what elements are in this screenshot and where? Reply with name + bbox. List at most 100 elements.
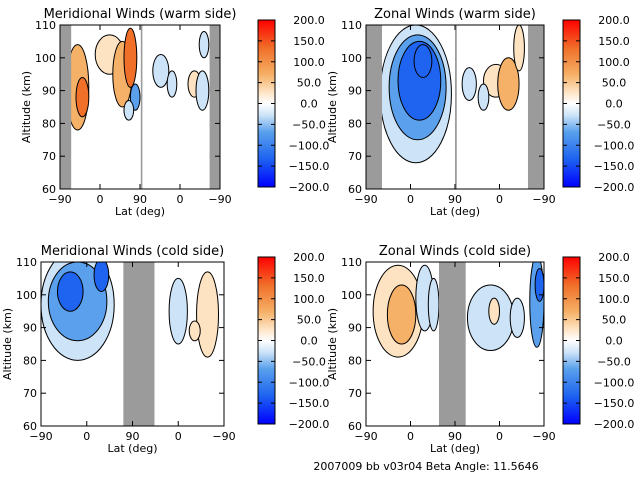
colorbar-tick-label: 0.0 [300, 98, 318, 111]
colorbar-tick-label: −200.0 [594, 181, 635, 194]
colorbar-tick-label: 150.0 [598, 35, 630, 48]
plot-area [41, 262, 224, 426]
y-tick-label: 100 [35, 52, 56, 65]
y-tick-label: 80 [348, 354, 362, 367]
y-tick-label: 100 [16, 289, 37, 302]
colorbar-tick-label: 0.0 [605, 98, 623, 111]
colorbar-tick-label: 150.0 [598, 272, 630, 285]
colorbar-tick-label: −100.0 [289, 376, 330, 389]
chart-panel-meridional-cold: Meridional Winds (cold side) 110 100 90 80 70… [1, 244, 329, 455]
y-tick-label: 70 [42, 150, 56, 163]
y-tick-label: 70 [348, 387, 362, 400]
contour-region-8 [534, 268, 544, 302]
chart-panel-zonal-cold: Zonal Winds (cold side)11010090807060−90… [326, 244, 634, 455]
y-tick-label: 110 [16, 256, 37, 269]
y-tick-label: 80 [23, 354, 37, 367]
contour-region-4 [413, 44, 433, 78]
colorbar-tick-label: 200.0 [598, 251, 630, 264]
y-tick-label: 60 [42, 183, 56, 196]
contour-region-9 [477, 83, 490, 111]
x-tick-label: −90 [212, 430, 235, 443]
colorbar: 200.0 150.0 100.0 50.0 0.0 −50.0 −100.0 −150.0 −… [257, 14, 330, 194]
colorbar-tick-label: −50.0 [292, 355, 326, 368]
x-tick-label: 90 [133, 193, 147, 206]
x-tick-label: −90 [208, 193, 231, 206]
contour-region-4 [93, 262, 110, 293]
x-axis-label: Lat (deg) [430, 205, 480, 218]
x-tick-label: −90 [354, 430, 377, 443]
chart-panel-zonal-warm: Zonal Winds (warm side)11010090807060−90… [326, 7, 634, 218]
colorbar-tick-label: −150.0 [289, 397, 330, 410]
colorbar-tick-label: 100.0 [293, 56, 325, 69]
colorbar-tick-label: 200.0 [293, 251, 325, 264]
colorbar-tick-label: 100.0 [598, 293, 630, 306]
contour-region-12 [198, 31, 210, 59]
no-data-band-1 [438, 262, 466, 426]
y-tick-label: 70 [23, 387, 37, 400]
x-tick-label: 0 [496, 430, 503, 443]
contour-region-8 [152, 54, 170, 88]
colorbar-tick-label: 50.0 [602, 77, 627, 90]
contour-region-7 [513, 25, 525, 72]
y-tick-label: 110 [35, 19, 56, 32]
contour-region-9 [166, 70, 178, 98]
plot-area [60, 25, 220, 189]
contour-region-6 [509, 297, 525, 338]
x-tick-label: 90 [126, 430, 140, 443]
y-tick-label: 60 [348, 183, 362, 196]
y-tick-label: 100 [341, 52, 362, 65]
colorbar-tick-label: −150.0 [594, 397, 635, 410]
plot-area [366, 262, 544, 426]
colorbar-tick-label: −50.0 [597, 355, 631, 368]
contour-region-7 [529, 262, 544, 348]
no-data-band-1 [60, 25, 72, 189]
no-data-band-2 [527, 25, 544, 189]
colorbar-tick-label: −200.0 [289, 181, 330, 194]
x-tick-label: 0 [496, 193, 503, 206]
chart-title: Meridional Winds (cold side) [41, 244, 224, 259]
colorbar-tick-label: 100.0 [293, 293, 325, 306]
colorbar-tick-label: 50.0 [297, 77, 322, 90]
y-tick-label: 90 [348, 322, 362, 335]
contour-region-2 [386, 284, 417, 345]
y-tick-label: 80 [348, 117, 362, 130]
y-axis-label: Altitude (km) [1, 308, 14, 380]
x-tick-label: 90 [448, 193, 462, 206]
x-axis-label: Lat (deg) [430, 442, 480, 455]
y-tick-label: 60 [348, 420, 362, 433]
contour-region-7 [123, 99, 135, 121]
chart-panel-meridional-warm: Meridional Winds (warm side)110 100 90 80 70… [20, 7, 329, 218]
colorbar-tick-label: 200.0 [598, 14, 630, 27]
chart-title: Zonal Winds (cold side) [379, 244, 531, 259]
x-tick-label: −90 [29, 430, 52, 443]
y-axis-label: Altitude (km) [326, 71, 339, 143]
y-tick-label: 90 [348, 85, 362, 98]
no-data-band-1 [123, 262, 155, 426]
contour-region-3 [56, 271, 84, 312]
contour-region-5 [123, 27, 138, 88]
footer-metadata: 2007009 bb v03r04 Beta Angle: 11.5646 [313, 460, 538, 473]
colorbar-tick-label: 50.0 [297, 314, 322, 327]
colorbar-tick-label: −200.0 [289, 418, 330, 431]
x-axis-label: Lat (deg) [108, 442, 158, 455]
y-tick-label: 100 [341, 289, 362, 302]
colorbar-tick-label: 0.0 [605, 335, 623, 348]
contour-region-4 [427, 277, 440, 332]
contour-region-9 [488, 297, 501, 325]
colorbar-tick-label: −100.0 [594, 139, 635, 152]
x-tick-label: −90 [532, 193, 555, 206]
y-tick-label: 90 [23, 322, 37, 335]
colorbar-tick-label: 150.0 [293, 272, 325, 285]
x-tick-label: 90 [448, 430, 462, 443]
contour-region-7 [188, 320, 201, 342]
no-data-band-3 [455, 25, 457, 189]
colorbar-tick-label: 50.0 [602, 314, 627, 327]
colorbar-tick-label: 200.0 [293, 14, 325, 27]
contour-region-5 [168, 277, 188, 345]
y-axis-label: Altitude (km) [326, 308, 339, 380]
x-tick-label: 0 [83, 430, 90, 443]
colorbar-tick-label: 150.0 [293, 35, 325, 48]
x-axis-label: Lat (deg) [115, 205, 165, 218]
no-data-band-2 [209, 25, 220, 189]
